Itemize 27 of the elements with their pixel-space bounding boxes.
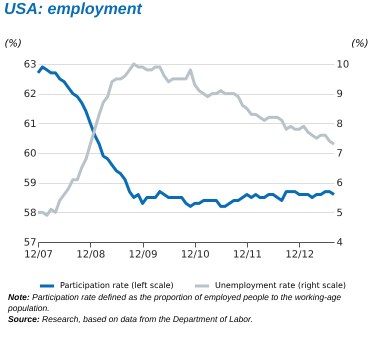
x-tick-label: 12/10: [180, 250, 210, 260]
y-tick-label: 61: [24, 118, 36, 130]
legend-label: Unemployment rate (right scale): [215, 281, 346, 290]
y-tick-label: 62: [24, 89, 36, 100]
source-note: Source: Research, based on data from the Department of Labor.: [8, 314, 254, 325]
y2-tick-label: 5: [336, 208, 343, 219]
y-tick-label: 60: [24, 148, 36, 160]
y2-tick-label: 7: [336, 148, 343, 160]
y2-tick-label: 8: [336, 118, 343, 130]
x-tick-label: 12/09: [128, 250, 158, 260]
y2-axis-title: (%): [351, 38, 368, 50]
y2-tick-label: 10: [336, 60, 350, 70]
x-tick-label: 12/12: [285, 250, 314, 260]
x-tick-label: 12/08: [76, 250, 106, 260]
text: Note: Participation rate defined as the proportion of employed people to the working-age population.: [8, 292, 342, 314]
y2-tick-label: 9: [336, 89, 343, 100]
y-axis-title: (%): [4, 38, 22, 50]
y2-tick-label: 4: [336, 238, 343, 248]
x-tick-label: 12/11: [233, 250, 262, 260]
chart-title: USA: employment: [4, 0, 144, 20]
x-tick-label: 12/07: [24, 250, 53, 260]
legend-label: Participation rate (left scale): [60, 281, 174, 290]
y-tick-label: 58: [24, 208, 36, 219]
y-tick-label: 59: [24, 178, 36, 190]
y-tick-label: 63: [24, 60, 36, 70]
y-tick-label: 57: [24, 238, 36, 248]
y2-tick-label: 6: [336, 178, 343, 190]
